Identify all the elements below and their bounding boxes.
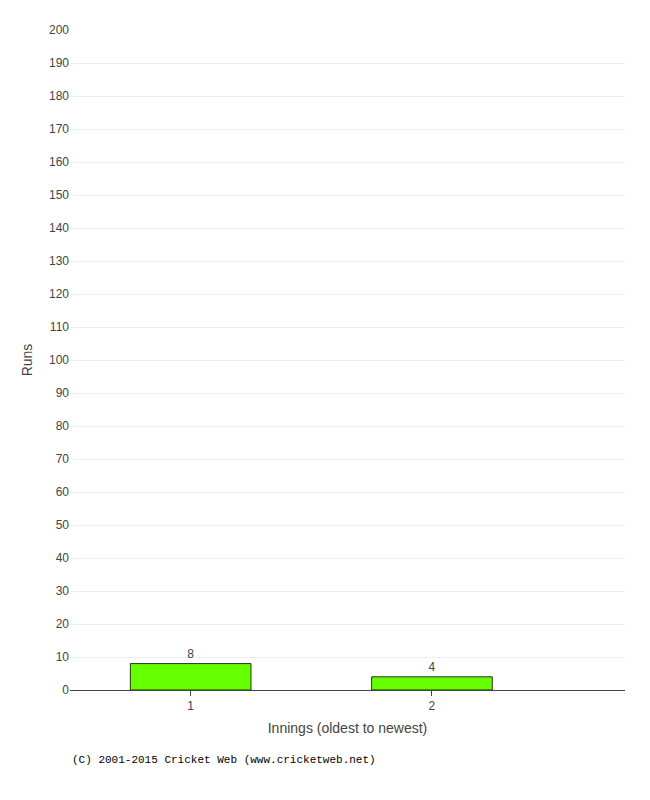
svg-text:130: 130 <box>49 254 69 268</box>
svg-text:30: 30 <box>56 584 70 598</box>
svg-text:1: 1 <box>187 699 194 713</box>
svg-text:180: 180 <box>49 89 69 103</box>
svg-text:40: 40 <box>56 551 70 565</box>
svg-text:2: 2 <box>429 699 436 713</box>
svg-text:120: 120 <box>49 287 69 301</box>
svg-text:Runs: Runs <box>19 344 35 377</box>
svg-text:8: 8 <box>187 647 194 661</box>
svg-text:160: 160 <box>49 155 69 169</box>
svg-text:140: 140 <box>49 221 69 235</box>
svg-text:70: 70 <box>56 452 70 466</box>
svg-text:50: 50 <box>56 518 70 532</box>
svg-text:(C) 2001-2015 Cricket Web (www: (C) 2001-2015 Cricket Web (www.cricketwe… <box>72 754 376 766</box>
svg-text:80: 80 <box>56 419 70 433</box>
svg-text:170: 170 <box>49 122 69 136</box>
svg-text:200: 200 <box>49 23 69 37</box>
svg-text:100: 100 <box>49 353 69 367</box>
svg-text:4: 4 <box>428 660 435 674</box>
svg-text:10: 10 <box>56 650 70 664</box>
svg-text:0: 0 <box>62 683 69 697</box>
svg-text:110: 110 <box>50 320 69 334</box>
svg-text:90: 90 <box>56 386 70 400</box>
svg-text:190: 190 <box>49 56 69 70</box>
svg-text:Innings (oldest to newest): Innings (oldest to newest) <box>268 720 428 736</box>
svg-text:20: 20 <box>56 617 70 631</box>
svg-text:60: 60 <box>56 485 70 499</box>
svg-text:150: 150 <box>49 188 69 202</box>
